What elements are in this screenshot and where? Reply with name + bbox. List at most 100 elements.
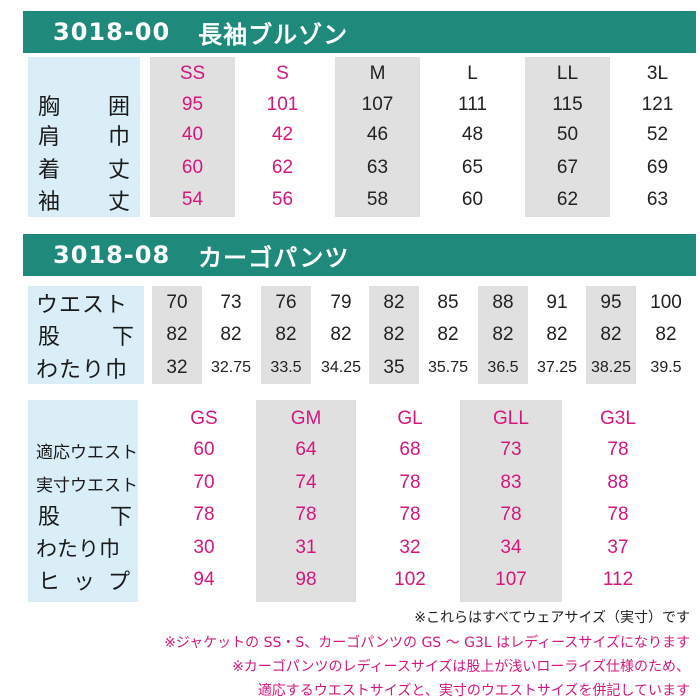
table-cell: 65 bbox=[461, 157, 484, 178]
note-1: ※これらはすべてウェアサイズ（実寸）です bbox=[414, 610, 690, 626]
table-cell: 82 bbox=[437, 324, 459, 345]
row-label-char: 適応ウエスト bbox=[36, 442, 138, 463]
table-cell: 38.25 bbox=[590, 359, 632, 376]
table-cell: 102 bbox=[394, 569, 426, 590]
size-header: G3L bbox=[600, 408, 636, 429]
table-cell: 52 bbox=[646, 124, 669, 145]
table-cell: 107 bbox=[361, 94, 394, 115]
row-label: 肩巾 bbox=[38, 120, 130, 150]
table-cell: 98 bbox=[295, 569, 317, 590]
section2-header: 3018-08 カーゴパンツ bbox=[23, 234, 696, 276]
table-cell: 111 bbox=[458, 94, 487, 115]
table-cell: 73 bbox=[220, 292, 242, 313]
table-cell: 101 bbox=[266, 94, 299, 115]
table-cell: 78 bbox=[607, 439, 629, 460]
table-cell: 36.5 bbox=[487, 359, 519, 376]
table-cell: 54 bbox=[181, 189, 204, 210]
column-stripe bbox=[152, 286, 202, 384]
table-cell: 37 bbox=[607, 537, 629, 558]
table-cell: 56 bbox=[271, 189, 294, 210]
row-label-char: 袖 bbox=[38, 190, 61, 215]
section1-header: 3018-00 長袖ブルゾン bbox=[23, 11, 696, 53]
table-cell: 70 bbox=[193, 472, 215, 493]
table-cell: 62 bbox=[556, 189, 579, 210]
table-cell: 30 bbox=[193, 537, 215, 558]
section2-code: 3018-08 bbox=[53, 241, 171, 269]
table-cell: 112 bbox=[602, 569, 634, 590]
table-cell: 79 bbox=[330, 292, 352, 313]
table-cell: 40 bbox=[181, 124, 204, 145]
row-label-char: 下 bbox=[109, 505, 132, 530]
size-header: SS bbox=[179, 63, 206, 84]
size-header: M bbox=[369, 63, 386, 84]
table-cell: 78 bbox=[399, 504, 421, 525]
row-label-char: ウエスト bbox=[36, 293, 129, 318]
section1-name: 長袖ブルゾン bbox=[198, 20, 349, 49]
row-label-char: わたり巾 bbox=[36, 537, 120, 561]
table-cell: 69 bbox=[646, 157, 669, 178]
row-label-char: 下 bbox=[111, 325, 134, 350]
table-cell: 82 bbox=[492, 324, 514, 345]
row-label-char: 肩 bbox=[38, 125, 61, 150]
table-cell: 78 bbox=[500, 504, 522, 525]
table-cell: 78 bbox=[295, 504, 317, 525]
table-cell: 78 bbox=[193, 504, 215, 525]
table-cell: 60 bbox=[461, 189, 484, 210]
table-cell: 100 bbox=[650, 292, 682, 313]
table-cell: 91 bbox=[546, 292, 568, 313]
table-cell: 46 bbox=[366, 124, 389, 145]
column-stripe bbox=[150, 57, 235, 217]
row-label: 着丈 bbox=[38, 153, 130, 183]
table-cell: 39.5 bbox=[650, 359, 682, 376]
table-cell: 82 bbox=[166, 324, 188, 345]
table-cell: 107 bbox=[495, 569, 527, 590]
row-label-char: プ bbox=[107, 570, 130, 595]
row-label: 股下 bbox=[38, 500, 132, 530]
column-stripe bbox=[369, 286, 419, 384]
table-cell: 82 bbox=[383, 324, 405, 345]
table-cell: 82 bbox=[655, 324, 677, 345]
row-label: わたり巾 bbox=[36, 353, 146, 383]
section1-code: 3018-00 bbox=[53, 18, 171, 46]
table-cell: 82 bbox=[220, 324, 242, 345]
column-stripe bbox=[261, 286, 311, 384]
table-cell: 32 bbox=[166, 357, 188, 378]
table-cell: 88 bbox=[492, 292, 514, 313]
table-cell: 82 bbox=[546, 324, 568, 345]
table-cell: 70 bbox=[166, 292, 188, 313]
table-cell: 88 bbox=[607, 472, 629, 493]
size-header: LL bbox=[556, 63, 579, 84]
row-label: 実寸ウエスト bbox=[36, 468, 140, 498]
row-label-char: 丈 bbox=[107, 158, 130, 183]
table-cell: 32 bbox=[399, 537, 421, 558]
note-2: ※ジャケットの SS・S、カーゴパンツの GS ～ G3L はレディースサイズに… bbox=[164, 635, 690, 651]
table-cell: 31 bbox=[295, 537, 317, 558]
section2-label-box bbox=[28, 286, 144, 384]
row-label: 袖丈 bbox=[38, 185, 130, 215]
table-cell: 35.75 bbox=[427, 359, 469, 376]
column-stripe bbox=[460, 400, 562, 602]
size-header: GS bbox=[190, 408, 218, 429]
column-stripe bbox=[586, 286, 636, 384]
table-cell: 62 bbox=[271, 157, 294, 178]
table-cell: 35 bbox=[383, 357, 405, 378]
row-label-char: ヒ bbox=[38, 570, 61, 595]
column-stripe bbox=[256, 400, 356, 602]
column-stripe bbox=[478, 286, 528, 384]
section2-name: カーゴパンツ bbox=[198, 243, 350, 272]
row-label: 股下 bbox=[38, 320, 134, 350]
note-3: ※カーゴパンツのレディースサイズは股上が浅いローライズ仕様のため、 bbox=[232, 659, 690, 675]
table-cell: 33.5 bbox=[270, 359, 302, 376]
table-cell: 82 bbox=[330, 324, 352, 345]
table-cell: 78 bbox=[607, 504, 629, 525]
table-cell: 83 bbox=[500, 472, 522, 493]
section3-label-box bbox=[28, 400, 138, 602]
table-cell: 37.25 bbox=[536, 359, 578, 376]
table-cell: 67 bbox=[556, 157, 579, 178]
row-label-char: 股 bbox=[38, 505, 61, 530]
note-4: 適応するウエストサイズと、実寸のウエストサイズを併記しています bbox=[257, 683, 690, 699]
table-cell: 74 bbox=[295, 472, 317, 493]
row-label-char: 着 bbox=[38, 158, 61, 183]
table-cell: 82 bbox=[383, 292, 405, 313]
table-cell: 94 bbox=[193, 569, 215, 590]
